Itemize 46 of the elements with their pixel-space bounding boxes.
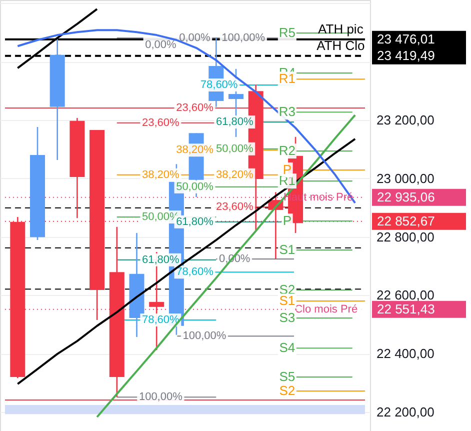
ref-line-label: S2 — [279, 382, 296, 398]
ref-line-label: P — [282, 162, 292, 177]
annotation: 0,00% — [179, 32, 211, 44]
annotation: 100,00% — [182, 330, 226, 342]
text: 23 476,01 — [377, 31, 435, 46]
ref-line-label: ATH pic — [318, 21, 364, 36]
annotation: 61,80% — [142, 254, 180, 266]
y-tick-label: 22 800,00 — [376, 229, 434, 244]
y-tick-label: 22 200,00 — [376, 404, 434, 420]
y-tick-label: 23 000,00 — [376, 170, 434, 186]
annotation: 61,80% — [176, 216, 214, 228]
ref-line-label: S4 — [279, 340, 296, 356]
text: 22 935,06 — [377, 189, 435, 204]
text: 23 419,49 — [377, 48, 435, 63]
y-tick-label: 22 400,00 — [376, 346, 434, 362]
annotation: 100,00% — [138, 391, 183, 404]
ref-line-label: S5 — [279, 368, 296, 384]
ref-line-label: R1 — [278, 173, 296, 188]
annotation: 100,00% — [222, 32, 266, 44]
annotation: 78,60% — [200, 78, 238, 91]
annotation: 78,60% — [142, 314, 180, 326]
ref-line-label: S1 — [279, 293, 296, 308]
y-tick-label: 22 600,00 — [376, 288, 434, 303]
annotation: 50,00% — [176, 180, 214, 193]
annotation: 38,20% — [216, 168, 254, 181]
ref-line-label: R2 — [278, 142, 296, 158]
annotation: 38,20% — [142, 168, 180, 181]
ref-line-label: R3 — [278, 104, 296, 120]
ref-line-label: S1 — [279, 242, 296, 257]
ref-line-label: R5 — [278, 24, 296, 40]
ref-line-label: P — [282, 213, 292, 228]
annotation: 61,80% — [216, 116, 254, 128]
ref-line-label: ATH Clo — [316, 38, 365, 53]
annotation: 0,00% — [145, 38, 176, 51]
annotation: 78,60% — [176, 266, 214, 278]
ref-line-label: Clo mois Pré — [294, 303, 358, 316]
annotation: 50,00% — [216, 142, 254, 155]
ref-line-label: S2 — [279, 282, 296, 297]
annotation: 23,60% — [216, 201, 254, 214]
annotation: 38,20% — [176, 144, 214, 156]
text: 22 551,43 — [377, 301, 435, 316]
ref-line-label: S3 — [279, 310, 296, 325]
text: 22 852,67 — [377, 213, 435, 228]
annotation: 23,60% — [176, 102, 214, 114]
y-tick-label: 23 200,00 — [376, 112, 434, 128]
annotation: 23,60% — [142, 116, 180, 129]
